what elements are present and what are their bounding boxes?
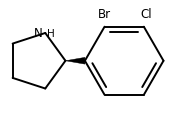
Text: N: N (34, 27, 42, 40)
Text: Cl: Cl (140, 8, 152, 21)
Polygon shape (65, 58, 85, 65)
Text: H: H (47, 29, 54, 39)
Text: Br: Br (98, 8, 111, 21)
